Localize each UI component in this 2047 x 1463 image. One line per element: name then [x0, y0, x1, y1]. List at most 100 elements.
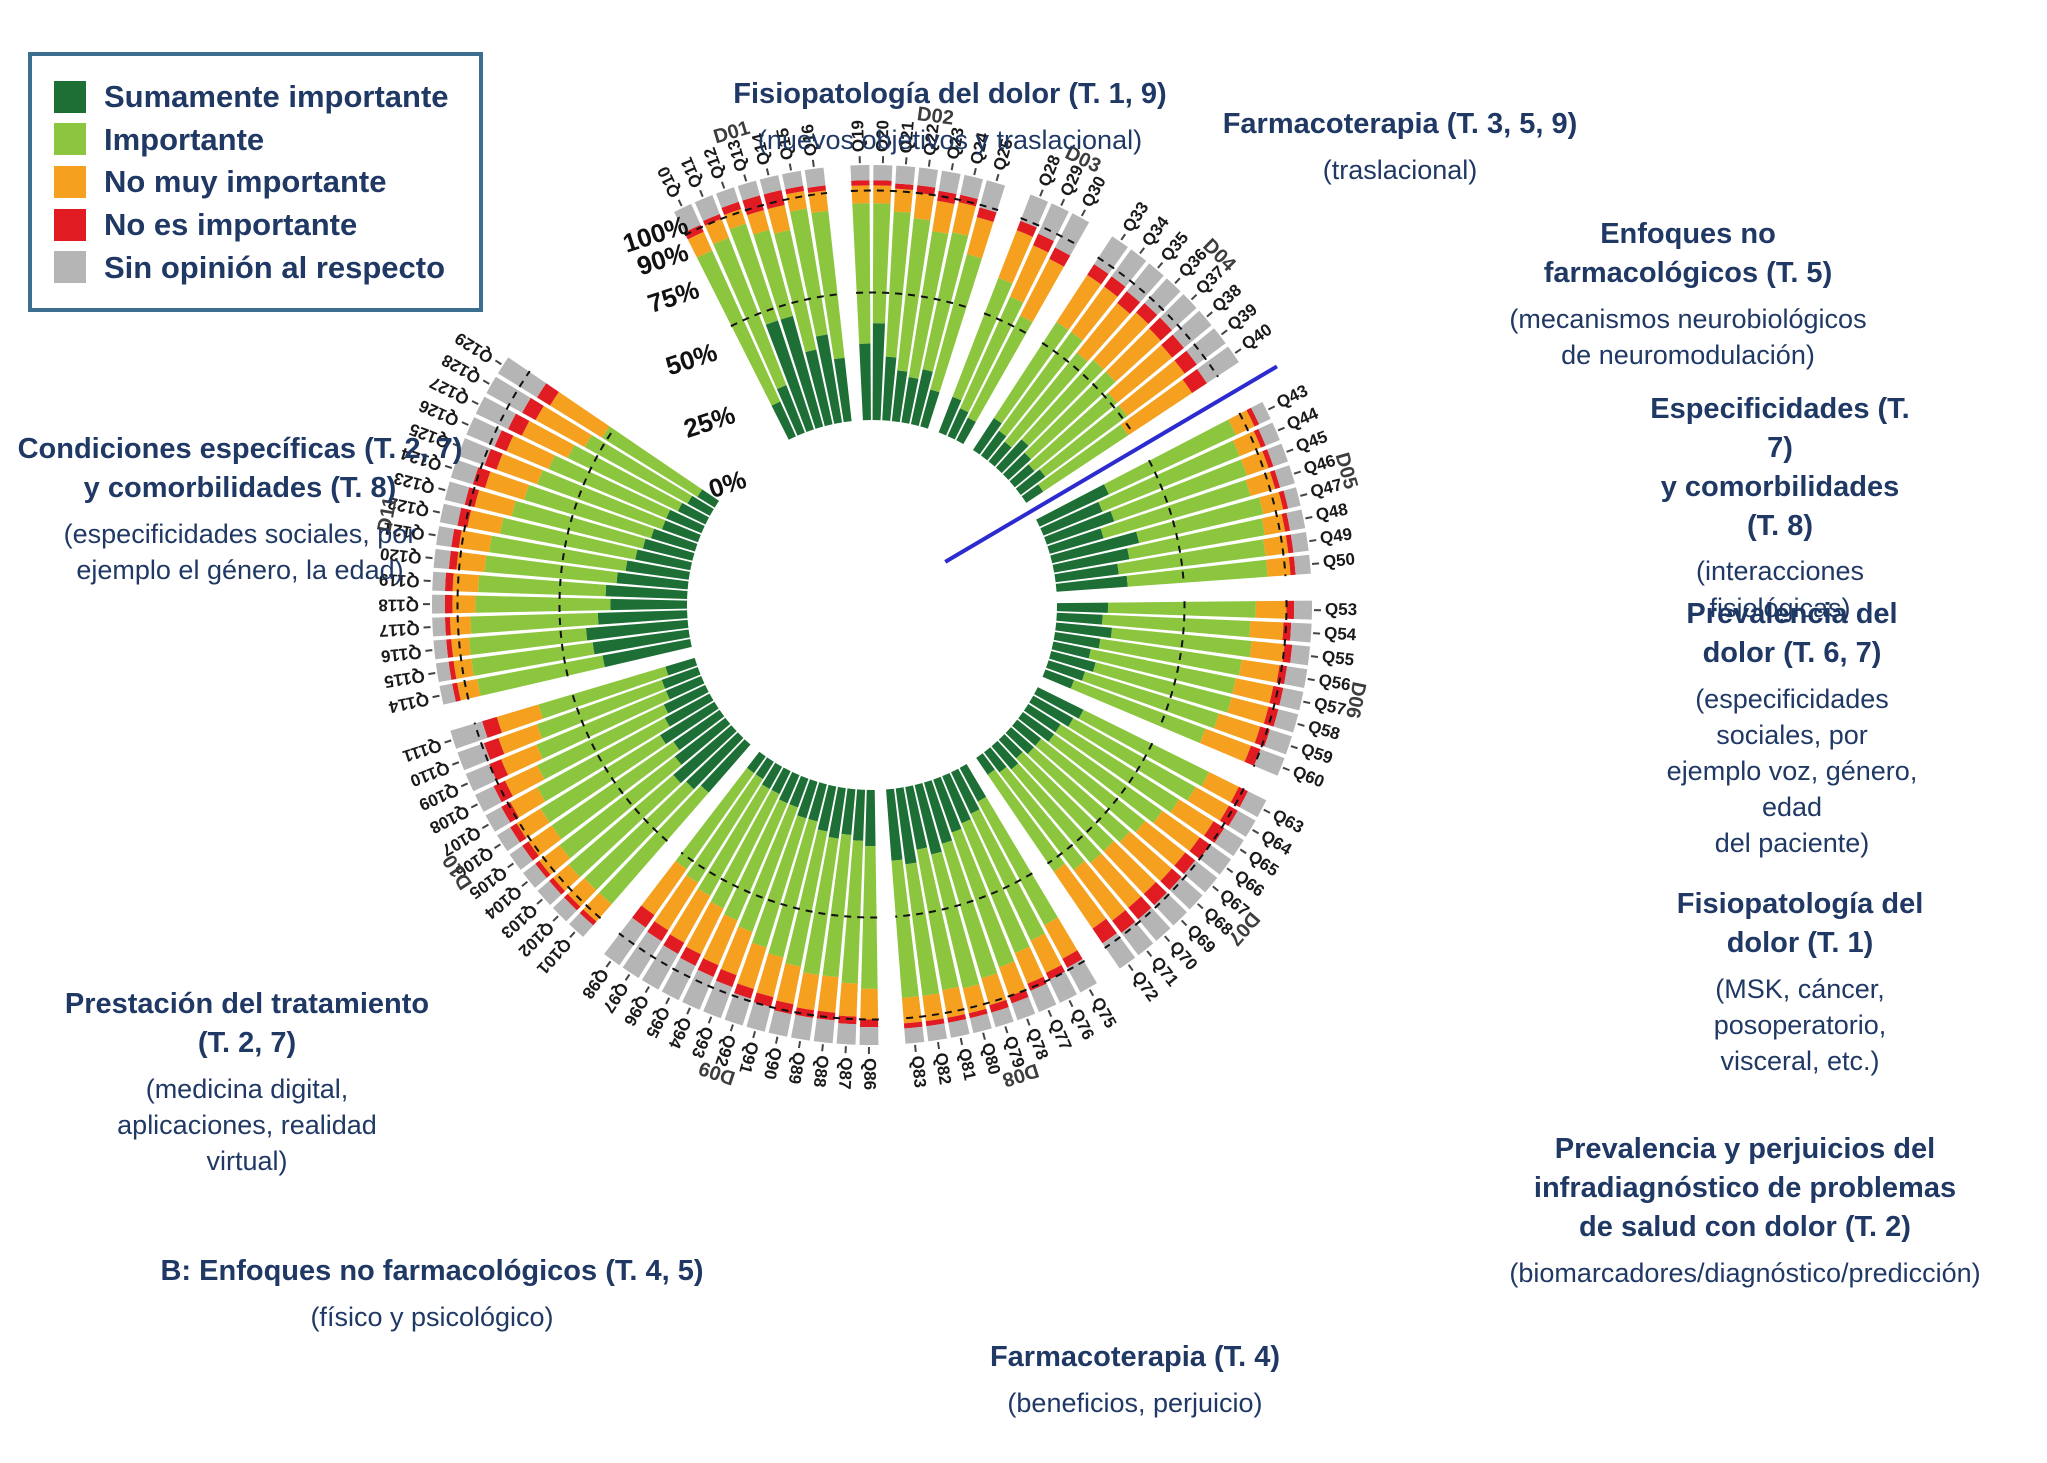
bar-segment-Q83	[901, 996, 922, 1024]
bar-segment-Q115	[435, 661, 452, 683]
callout-subtitle: (traslacional)	[1322, 154, 1478, 185]
bar-segment-Q21	[895, 183, 914, 190]
question-label: Q91	[735, 1040, 762, 1076]
bar-segment-Q108	[475, 786, 502, 812]
bar-segment-Q93	[715, 968, 737, 988]
callout-subtitle: (físico y psicológico)	[310, 1301, 554, 1332]
question-tick	[481, 823, 489, 829]
question-tick	[1303, 700, 1311, 705]
question-tick	[1180, 919, 1188, 927]
bar-segment-Q43	[1251, 401, 1271, 425]
bar-segment-Q37	[1024, 371, 1116, 460]
bar-segment-Q129	[697, 489, 720, 508]
bar-segment-Q11	[705, 218, 729, 245]
question-tick	[973, 167, 977, 176]
bar-segment-Q87	[852, 789, 866, 841]
bar-segment-Q45	[1267, 443, 1288, 467]
bar-segment-Q108	[505, 765, 545, 797]
question-label: Q119	[379, 570, 421, 591]
question-tick	[677, 199, 683, 207]
bar-segment-Q116	[469, 628, 588, 655]
bar-segment-Q86	[861, 846, 878, 989]
bar-segment-Q124	[485, 471, 529, 500]
question-label: Q55	[1321, 647, 1355, 670]
bar-segment-Q34	[1071, 286, 1118, 341]
bar-segment-Q65	[1214, 828, 1244, 857]
bar-segment-Q93	[720, 926, 753, 976]
question-tick	[536, 898, 543, 905]
bar-segment-Q128	[535, 405, 592, 448]
question-tick	[460, 782, 469, 788]
bar-segment-Q34	[1111, 249, 1147, 287]
bar-segment-Q114	[602, 639, 692, 668]
bar-segment-Q10	[687, 231, 713, 258]
bar-segment-Q12	[765, 320, 814, 433]
legend-label-importante: Importante	[104, 121, 265, 157]
bar-segment-Q11	[776, 385, 805, 436]
bar-segment-Q21	[895, 165, 916, 185]
question-tick	[1293, 470, 1302, 475]
bar-segment-Q12	[721, 201, 742, 216]
bar-segment-Q16	[833, 357, 852, 423]
bar-segment-Q48	[1281, 512, 1291, 532]
bar-segment-Q106	[497, 827, 520, 852]
bar-segment-Q116	[585, 619, 689, 641]
bar-segment-Q88	[816, 1010, 836, 1021]
question-tick	[950, 163, 954, 171]
bar-segment-Q86	[860, 988, 879, 1020]
bar-segment-Q127	[521, 420, 575, 458]
question-tick	[1080, 209, 1086, 217]
bar-segment-Q10	[771, 401, 796, 440]
question-label: Q54	[1324, 623, 1358, 644]
bar-segment-Q47	[1278, 490, 1289, 510]
bar-segment-Q53	[1293, 600, 1313, 620]
bar-segment-Q115	[471, 642, 595, 676]
bar-segment-Q101	[569, 913, 594, 937]
bar-segment-Q98	[746, 751, 766, 774]
gridline-50pct	[571, 693, 668, 842]
bar-segment-Q70	[1128, 896, 1152, 920]
bar-segment-Q76	[951, 768, 980, 814]
bar-segment-Q49	[1054, 563, 1119, 583]
bar-segment-Q64	[1187, 786, 1229, 821]
bar-segment-Q13	[737, 180, 760, 201]
bar-segment-Q111	[450, 721, 488, 749]
bar-segment-Q91	[808, 782, 827, 822]
question-tick	[811, 159, 815, 167]
bar-segment-Q64	[1228, 810, 1256, 837]
bar-segment-Q45	[1044, 510, 1115, 545]
question-tick	[699, 189, 704, 198]
bar-segment-Q60	[1254, 749, 1285, 776]
legend-label-sin-opinion: Sin opinión al respecto	[104, 249, 446, 285]
question-tick	[1310, 655, 1319, 658]
bar-segment-Q12	[716, 187, 739, 208]
bar-segment-Q91	[756, 953, 784, 998]
question-tick	[729, 1024, 734, 1032]
bar-segment-Q20	[872, 203, 891, 324]
bar-segment-Q110	[536, 679, 666, 739]
bar-segment-Q23	[908, 231, 949, 379]
gridline-90pct	[1097, 256, 1219, 378]
bar-segment-Q115	[453, 658, 474, 679]
bar-segment-Q56	[1284, 666, 1308, 688]
bar-segment-Q24	[952, 202, 976, 236]
question-tick	[1146, 950, 1153, 958]
question-tick	[1267, 405, 1276, 411]
bar-segment-Q80	[931, 851, 980, 989]
bar-segment-Q21	[882, 356, 897, 421]
bar-segment-Q65	[1023, 703, 1061, 733]
question-label: Q89	[785, 1051, 809, 1086]
callout-farmacoterapia-t4: Farmacoterapia (T. 4) (beneficios, perju…	[990, 1338, 1280, 1421]
bar-segment-Q107	[537, 717, 670, 802]
question-tick	[752, 1030, 756, 1039]
gridline-50pct	[856, 291, 968, 309]
bar-segment-Q66	[1189, 837, 1211, 859]
bar-segment-Q102	[567, 878, 597, 907]
bar-segment-Q103	[568, 774, 681, 878]
bar-segment-Q125	[458, 438, 491, 466]
bar-segment-Q98	[632, 905, 655, 928]
bar-segment-Q35	[1117, 291, 1141, 314]
gridline-50pct	[1046, 742, 1154, 865]
bar-segment-Q44	[1253, 428, 1266, 448]
